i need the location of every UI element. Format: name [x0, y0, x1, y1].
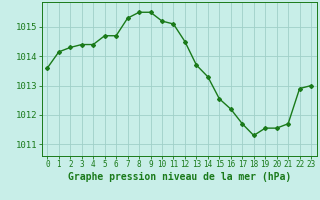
X-axis label: Graphe pression niveau de la mer (hPa): Graphe pression niveau de la mer (hPa) — [68, 172, 291, 182]
